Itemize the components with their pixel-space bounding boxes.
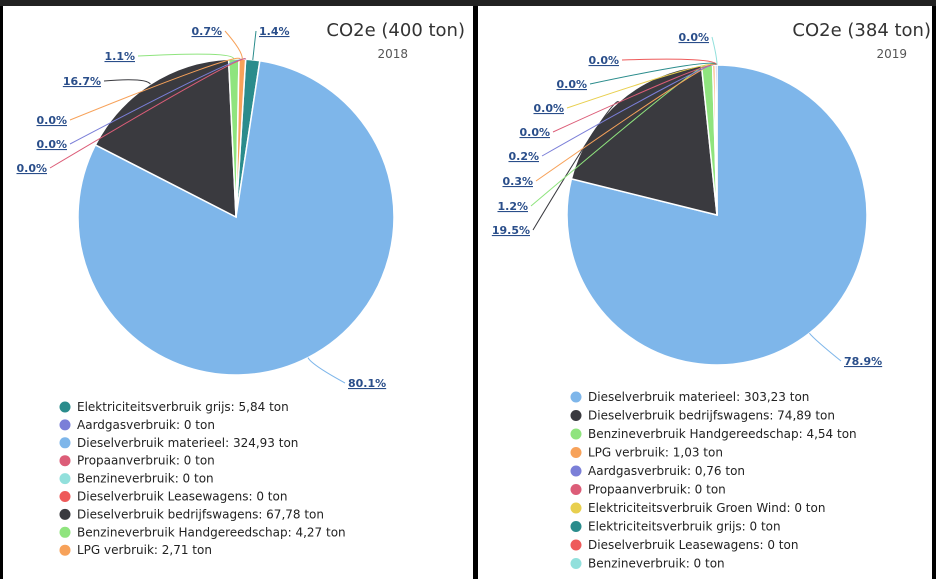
legend-label-benzineverbruik[interactable]: Benzineverbruik: 0 ton (588, 557, 725, 571)
legend-marker-benzineverbruik[interactable] (59, 473, 71, 485)
leader-line-propaanverbruik (49, 58, 247, 169)
legend-label-benzineverbruik-handgereedschap[interactable]: Benzineverbruik Handgereedschap: 4,27 to… (77, 525, 346, 539)
legend-marker-dieselverbruik-bedrijfswagens[interactable] (59, 508, 71, 520)
legend-marker-dieselverbruik-materieel[interactable] (59, 437, 71, 449)
legend-label-propaanverbruik[interactable]: Propaanverbruik: 0 ton (77, 454, 215, 468)
legend-marker-propaanverbruik[interactable] (59, 455, 71, 467)
leader-line-benzineverbruik (711, 36, 718, 66)
percent-label-benzineverbruik: 0.0% (678, 31, 709, 44)
pie-leader-lines (530, 36, 842, 362)
legend-marker-benzineverbruik[interactable] (570, 558, 582, 569)
legend-label-elektriciteitsverbruik-grijs[interactable]: Elektriciteitsverbruik grijs: 5,84 ton (77, 400, 289, 414)
chart-subtitle: 2019 (876, 47, 907, 61)
legend-marker-dieselverbruik-bedrijfswagens[interactable] (570, 410, 582, 421)
percent-label-dieselverbruik-materieel: 80.1% (348, 377, 386, 390)
legend-label-lpg-verbruik[interactable]: LPG verbruik: 2,71 ton (77, 543, 212, 557)
legend-marker-elektriciteitsverbruik-grijs[interactable] (570, 521, 582, 532)
pie-panel-2018: CO2e (400 ton) 2018 1.4% 0.0% 80.1% 0.0% 16.… (0, 6, 476, 579)
legend-label-dieselverbruik-leasewagens[interactable]: Dieselverbruik Leasewagens: 0 ton (588, 538, 798, 552)
top-border (0, 0, 936, 6)
pie-slices (77, 58, 395, 376)
chart-subtitle: 2018 (377, 47, 408, 61)
legend-label-dieselverbruik-materieel[interactable]: Dieselverbruik materieel: 324,93 ton (77, 436, 298, 450)
percent-label-aardgasverbruik: 0.0% (36, 138, 67, 151)
legend-label-propaanverbruik[interactable]: Propaanverbruik: 0 ton (588, 483, 726, 497)
pie-leader-lines (49, 30, 346, 384)
leader-line-lpg-verbruik (224, 30, 243, 60)
percent-label-elektriciteitsverbruik-groen-wind: 0.0% (533, 102, 564, 115)
legend: Elektriciteitsverbruik grijs: 5,84 ton Aa… (59, 400, 346, 557)
leader-line-dieselverbruik-bedrijfswagens (103, 79, 151, 85)
legend-marker-propaanverbruik[interactable] (570, 484, 582, 495)
pie-chart-2019: CO2e (384 ton) 2019 78.9% 19.5% 1.2% 0.3% 0.… (492, 20, 931, 571)
pie-panel-2019: CO2e (384 ton) 2019 78.9% 19.5% 1.2% 0.3% 0.… (476, 6, 936, 579)
leader-line-elektriciteitsverbruik-grijs (252, 30, 257, 60)
percent-label-aardgasverbruik: 0.2% (508, 150, 539, 163)
legend-marker-lpg-verbruik[interactable] (570, 447, 582, 458)
leader-line-dieselverbruik-bedrijfswagens (532, 101, 620, 231)
pie-slice-dieselverbruik-bedrijfswagens[interactable] (94, 58, 237, 219)
legend-label-dieselverbruik-bedrijfswagens[interactable]: Dieselverbruik bedrijfswagens: 67,78 ton (77, 507, 324, 521)
leader-line-elektriciteitsverbruik-groen-wind (566, 63, 718, 109)
percent-label-elektriciteitsverbruik-grijs: 0.0% (556, 78, 587, 91)
percent-label-dieselverbruik-bedrijfswagens: 19.5% (492, 224, 530, 237)
legend-label-dieselverbruik-leasewagens[interactable]: Dieselverbruik Leasewagens: 0 ton (77, 490, 287, 504)
leader-line-dieselverbruik-materieel (307, 357, 346, 384)
legend-label-dieselverbruik-materieel[interactable]: Dieselverbruik materieel: 303,23 ton (588, 390, 809, 404)
percent-label-propaanverbruik: 0.0% (519, 126, 550, 139)
percent-label-elektriciteitsverbruik-grijs: 1.4% (259, 25, 290, 38)
legend-label-elektriciteitsverbruik-grijs[interactable]: Elektriciteitsverbruik grijs: 0 ton (588, 520, 781, 534)
percent-label-propaanverbruik: 0.0% (16, 162, 47, 175)
legend-label-dieselverbruik-bedrijfswagens[interactable]: Dieselverbruik bedrijfswagens: 74,89 ton (588, 409, 835, 423)
legend-marker-aardgasverbruik[interactable] (59, 419, 71, 431)
chart-title: CO2e (384 ton) (792, 20, 931, 41)
legend-marker-elektriciteitsverbruik-grijs[interactable] (59, 401, 71, 413)
percent-label-lpg-verbruik: 0.3% (502, 175, 533, 188)
legend-marker-benzineverbruik-handgereedschap[interactable] (59, 526, 71, 538)
legend-label-aardgasverbruik[interactable]: Aardgasverbruik: 0,76 ton (588, 464, 745, 478)
legend-label-aardgasverbruik[interactable]: Aardgasverbruik: 0 ton (77, 418, 215, 432)
chart-title: CO2e (400 ton) (326, 20, 465, 41)
legend-label-benzineverbruik-handgereedschap[interactable]: Benzineverbruik Handgereedschap: 4,54 to… (588, 427, 857, 441)
percent-label-lpg-verbruik: 0.7% (191, 25, 222, 38)
legend-marker-dieselverbruik-leasewagens[interactable] (570, 539, 582, 551)
leader-line-dieselverbruik-materieel (809, 332, 842, 362)
leader-line-elektriciteitsverbruik-grijs (589, 62, 718, 85)
percent-label-dieselverbruik-materieel: 78.9% (844, 355, 882, 368)
percent-label-extra-0: 0.0% (36, 114, 67, 127)
percent-label-benzineverbruik-handgereedschap: 1.2% (497, 200, 528, 213)
percent-label-benzineverbruik-handgereedschap: 1.1% (104, 50, 135, 63)
percent-label-dieselverbruik-bedrijfswagens: 16.7% (63, 75, 101, 88)
legend-marker-dieselverbruik-materieel[interactable] (570, 391, 582, 403)
leader-line-dieselverbruik-leasewagens (621, 58, 718, 66)
leader-line-extra-0 (69, 57, 241, 121)
pie-slices (566, 64, 868, 366)
leader-line-benzineverbruik-handgereedschap (137, 53, 235, 60)
pie-percent-labels: 78.9%19.5%1.2%0.3%0.2%0.0%0.0%0.0%0.0%0.… (492, 31, 882, 368)
legend-marker-elektriciteitsverbruik-groen-wind[interactable] (570, 502, 582, 514)
legend: Dieselverbruik materieel: 303,23 ton Dies… (570, 390, 857, 571)
legend-label-benzineverbruik[interactable]: Benzineverbruik: 0 ton (77, 472, 214, 486)
legend-label-elektriciteitsverbruik-groen-wind[interactable]: Elektriciteitsverbruik Groen Wind: 0 ton (588, 501, 825, 515)
legend-marker-dieselverbruik-leasewagens[interactable] (59, 491, 71, 502)
pie-chart-2018: CO2e (400 ton) 2018 1.4% 0.0% 80.1% 0.0% 16.… (16, 20, 465, 557)
legend-marker-aardgasverbruik[interactable] (570, 465, 582, 477)
legend-marker-benzineverbruik-handgereedschap[interactable] (570, 428, 582, 440)
pie-percent-labels: 1.4% 0.0% 80.1% 0.0% 16.7%1.1% 0.7% 0.0% (16, 25, 386, 390)
percent-label-dieselverbruik-leasewagens: 0.0% (588, 54, 619, 67)
legend-marker-lpg-verbruik[interactable] (59, 544, 71, 556)
legend-label-lpg-verbruik[interactable]: LPG verbruik: 1,03 ton (588, 446, 723, 460)
